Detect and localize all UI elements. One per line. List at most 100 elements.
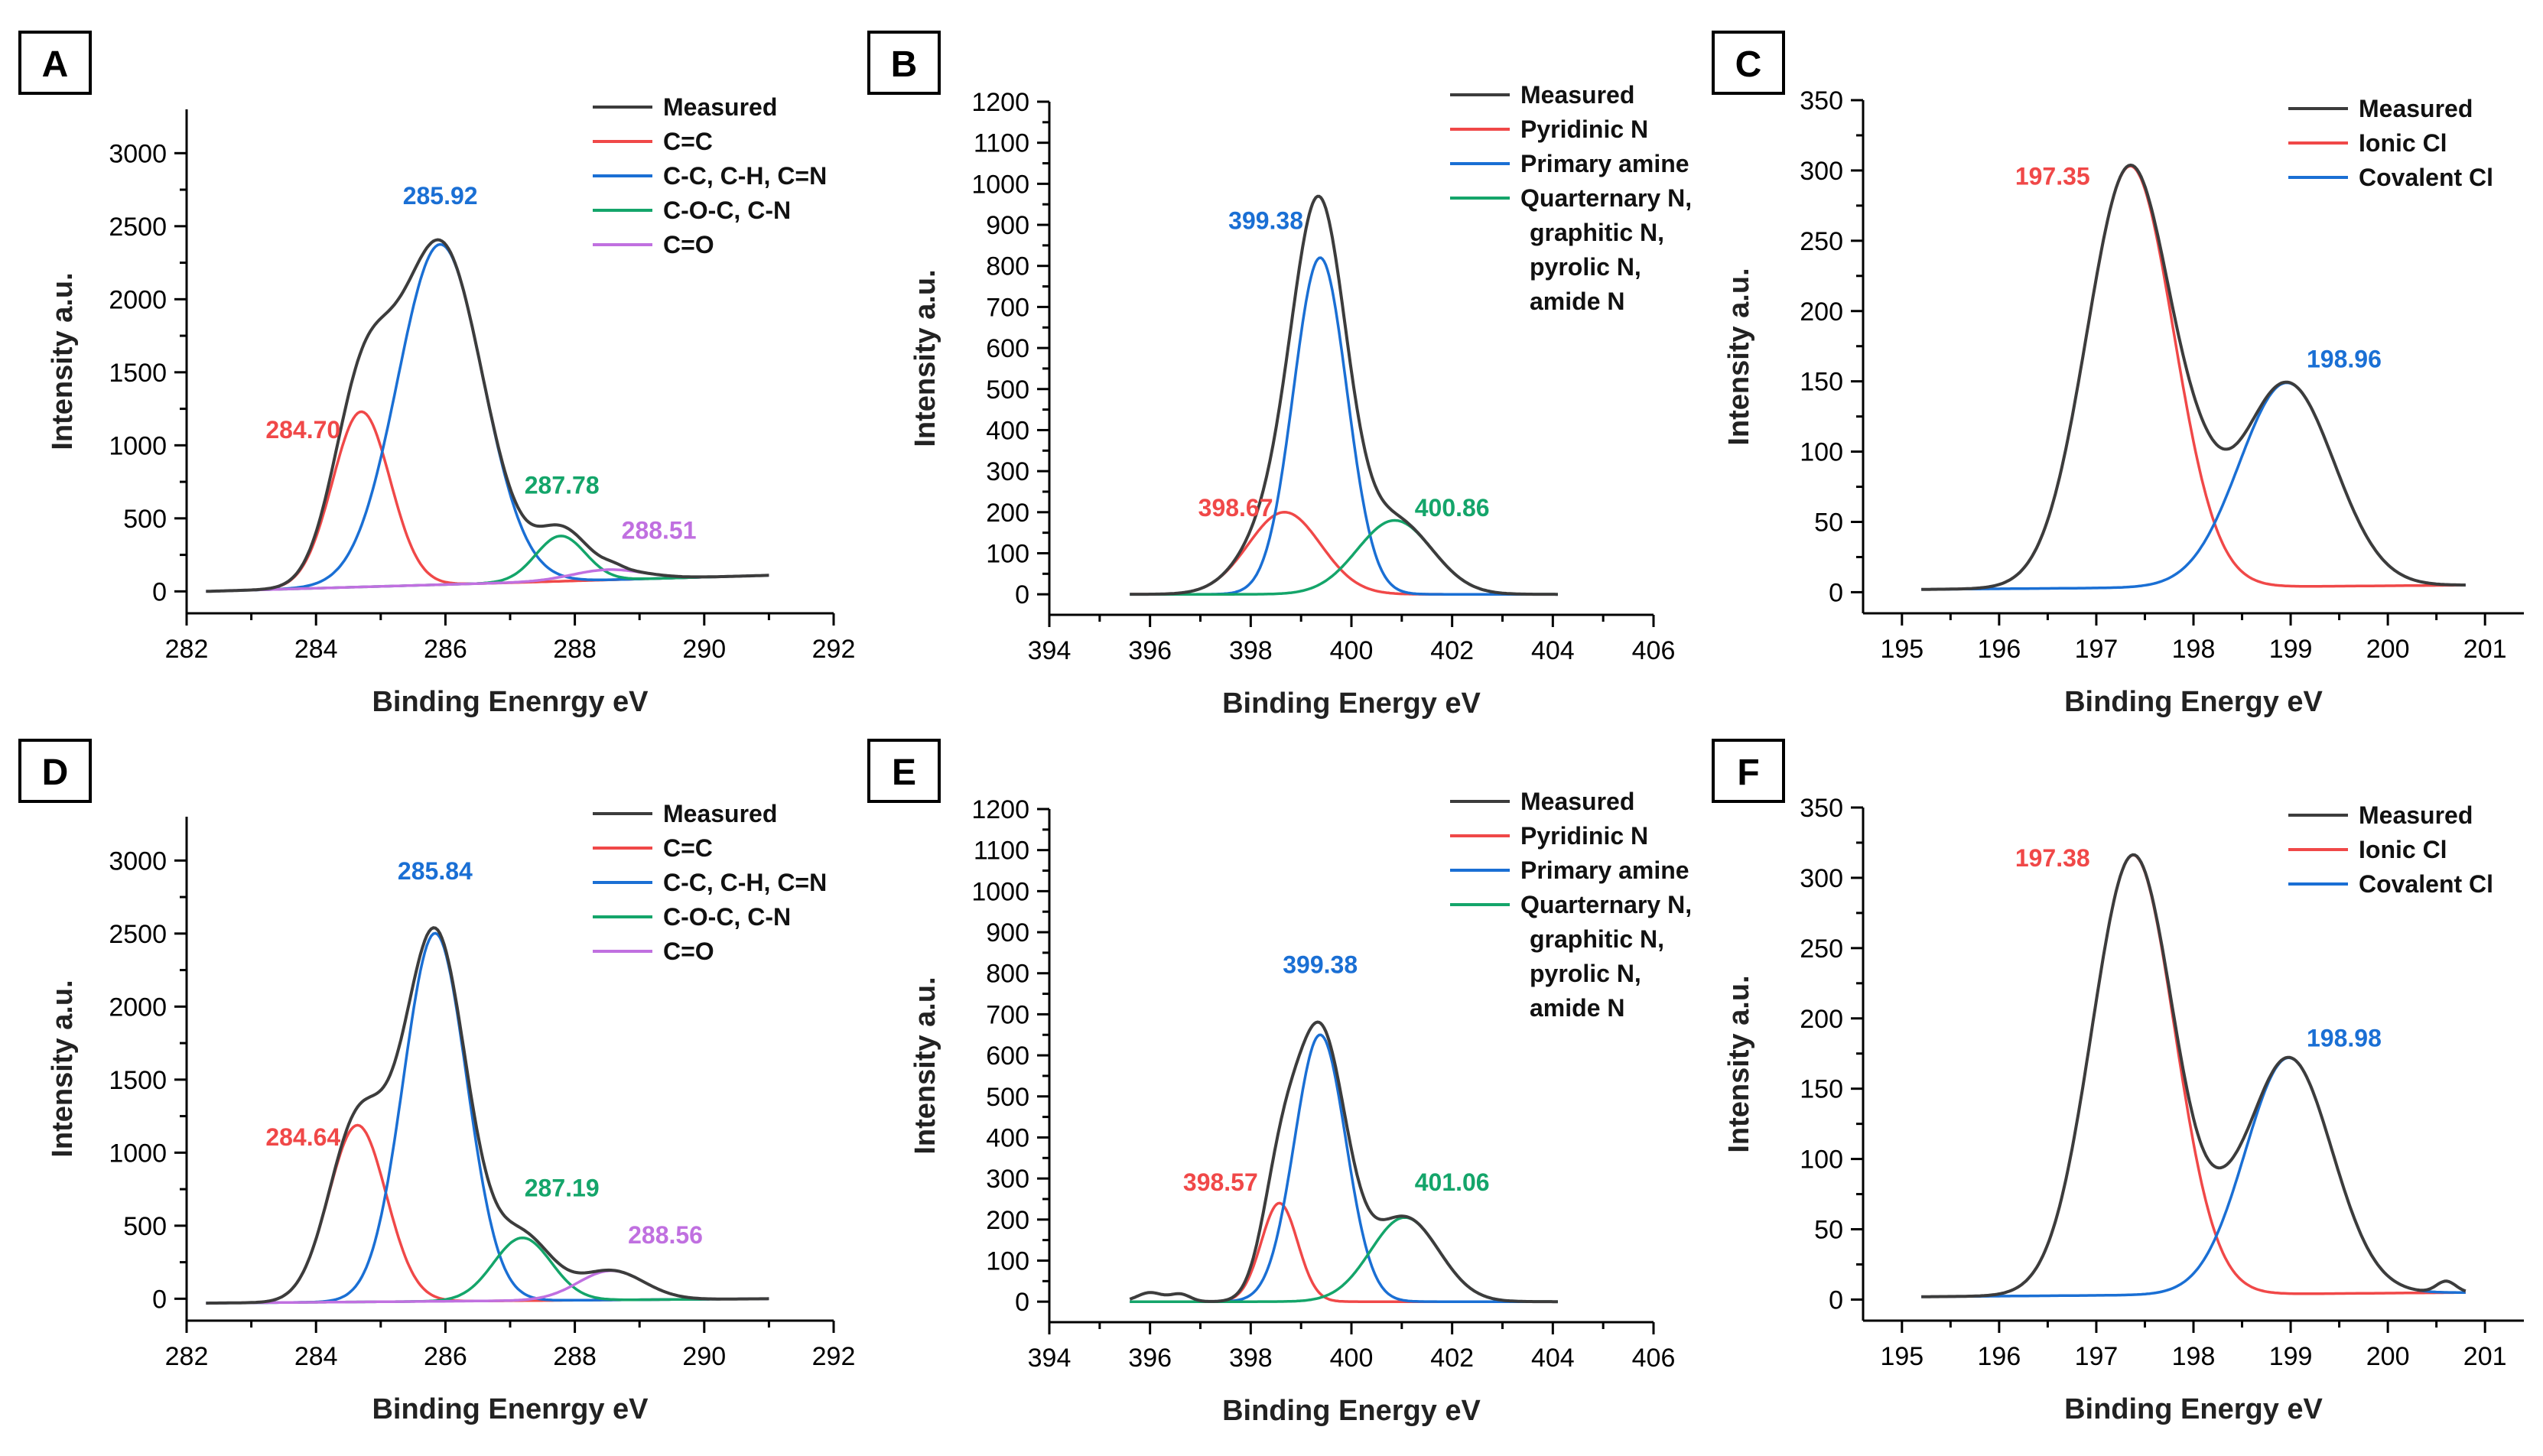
- legend-label: pyrolic N,: [1530, 253, 1641, 281]
- panel-letter: F: [1737, 752, 1759, 793]
- x-tick-label: 198: [2172, 635, 2216, 664]
- y-tick-label: 1200: [971, 88, 1029, 117]
- panel-letter: C: [1735, 44, 1762, 85]
- peak-label: 197.38: [2015, 844, 2090, 872]
- x-tick-label: 198: [2172, 1342, 2216, 1371]
- y-tick-label: 200: [1800, 1005, 1843, 1034]
- y-axis-title: Intensity a.u.: [1723, 268, 1755, 445]
- legend-label: pyrolic N,: [1530, 960, 1641, 987]
- y-tick-label: 500: [986, 375, 1029, 405]
- y-tick-label: 800: [986, 252, 1029, 281]
- peak-label: 284.70: [265, 416, 340, 444]
- y-tick-label: 1000: [109, 431, 167, 460]
- x-tick-label: 197: [2075, 635, 2119, 664]
- legend-label: C=C: [663, 834, 713, 862]
- y-tick-label: 800: [986, 960, 1029, 989]
- x-tick-label: 400: [1330, 1344, 1374, 1373]
- x-tick-label: 406: [1632, 636, 1676, 665]
- y-tick-label: 150: [1800, 1075, 1843, 1104]
- x-tick-label: 284: [294, 635, 338, 664]
- y-axis-title: Intensity a.u.: [47, 272, 79, 450]
- y-tick-label: 500: [123, 1212, 167, 1241]
- y-tick-label: 50: [1814, 1216, 1843, 1245]
- x-axis-title: Binding Enenrgy eV: [372, 1393, 649, 1425]
- x-tick-label: 402: [1430, 636, 1474, 665]
- x-tick-label: 404: [1531, 1344, 1575, 1373]
- y-tick-label: 200: [986, 499, 1029, 528]
- legend-label: Ionic Cl: [2359, 836, 2447, 863]
- panel-letter: D: [42, 752, 69, 793]
- x-tick-label: 292: [812, 1342, 856, 1371]
- panel-letter: A: [42, 44, 69, 85]
- legend-label: Primary amine: [1520, 150, 1689, 177]
- legend-label: Covalent Cl: [2359, 870, 2493, 898]
- legend-label: Primary amine: [1520, 856, 1689, 884]
- x-axis-title: Binding Enenrgy eV: [372, 686, 649, 718]
- y-tick-label: 1500: [109, 359, 167, 388]
- peak-label: 197.35: [2015, 162, 2090, 190]
- x-tick-label: 197: [2075, 1342, 2119, 1371]
- legend-label: Measured: [1520, 788, 1634, 815]
- peak-label: 398.57: [1183, 1168, 1258, 1196]
- panel-letter-box: [18, 31, 92, 95]
- x-tick-label: 288: [553, 1342, 597, 1371]
- legend-label: Measured: [2359, 95, 2473, 122]
- series-line-measured: [1921, 853, 2467, 1298]
- series-line-quarternary-n-graphitic-n-pyrolic-n-amide-n: [1130, 518, 1558, 596]
- y-tick-label: 1100: [974, 837, 1029, 866]
- y-tick-label: 300: [986, 457, 1029, 486]
- x-axis-title: Binding Energy eV: [1222, 687, 1481, 720]
- y-tick-label: 250: [1800, 227, 1843, 256]
- y-tick-label: 300: [986, 1165, 1029, 1194]
- x-tick-label: 286: [424, 635, 467, 664]
- x-tick-label: 286: [424, 1342, 467, 1371]
- series-line-measured: [1921, 163, 2466, 591]
- x-tick-label: 201: [2463, 1342, 2507, 1371]
- series-line-ionic-cl: [1921, 164, 2466, 591]
- panel-f: F 195 196 197 198 199 200 201 0 50 100 150 200 250 300…: [1712, 739, 2524, 1425]
- y-tick-label: 200: [986, 1206, 1029, 1235]
- legend-label: C=O: [663, 938, 714, 965]
- legend-label: C=O: [663, 231, 714, 258]
- y-tick-label: 300: [1800, 157, 1843, 186]
- legend-label: Pyridinic N: [1520, 115, 1648, 143]
- peak-label: 285.92: [403, 182, 478, 210]
- y-tick-label: 0: [152, 577, 167, 606]
- peak-label: 401.06: [1415, 1168, 1490, 1196]
- y-tick-label: 2000: [109, 993, 167, 1022]
- x-tick-label: 196: [1978, 1342, 2021, 1371]
- peak-label: 287.19: [525, 1175, 600, 1202]
- x-tick-label: 396: [1128, 636, 1172, 665]
- legend-label: C-C, C-H, C=N: [663, 162, 827, 190]
- y-tick-label: 2000: [109, 285, 167, 314]
- legend-label: graphitic N,: [1530, 925, 1664, 953]
- panel-letter-box: [18, 739, 92, 803]
- legend-label: C=C: [663, 128, 713, 155]
- x-tick-label: 394: [1028, 636, 1072, 665]
- y-tick-label: 100: [1800, 1146, 1843, 1175]
- x-axis-title: Binding Energy eV: [2064, 686, 2323, 718]
- y-tick-label: 1000: [971, 877, 1029, 906]
- y-tick-label: 600: [986, 334, 1029, 363]
- y-tick-label: 400: [986, 1123, 1029, 1152]
- peak-label: 288.51: [622, 517, 697, 544]
- y-axis-title: Intensity a.u.: [909, 977, 941, 1154]
- panel-letter-box: [1712, 739, 1785, 803]
- panel-c: C 195 196 197 198 199 200 201 0 50 100 150 200 250 300…: [1712, 31, 2524, 718]
- y-tick-label: 3000: [109, 847, 167, 876]
- panel-letter-box: [1712, 31, 1785, 95]
- y-tick-label: 200: [1800, 297, 1843, 327]
- y-tick-label: 1500: [109, 1066, 167, 1095]
- panel-letter: E: [892, 752, 916, 793]
- legend-label: C-O-C, C-N: [663, 197, 791, 224]
- panel-letter-box: [867, 739, 941, 803]
- legend-label: Ionic Cl: [2359, 129, 2447, 157]
- x-tick-label: 402: [1430, 1344, 1474, 1373]
- legend-label: amide N: [1530, 288, 1624, 315]
- x-tick-label: 288: [553, 635, 597, 664]
- y-tick-label: 2500: [109, 213, 167, 242]
- x-tick-label: 200: [2366, 635, 2410, 664]
- y-tick-label: 1000: [109, 1139, 167, 1168]
- x-tick-label: 290: [682, 1342, 726, 1371]
- legend-label: Measured: [663, 93, 777, 121]
